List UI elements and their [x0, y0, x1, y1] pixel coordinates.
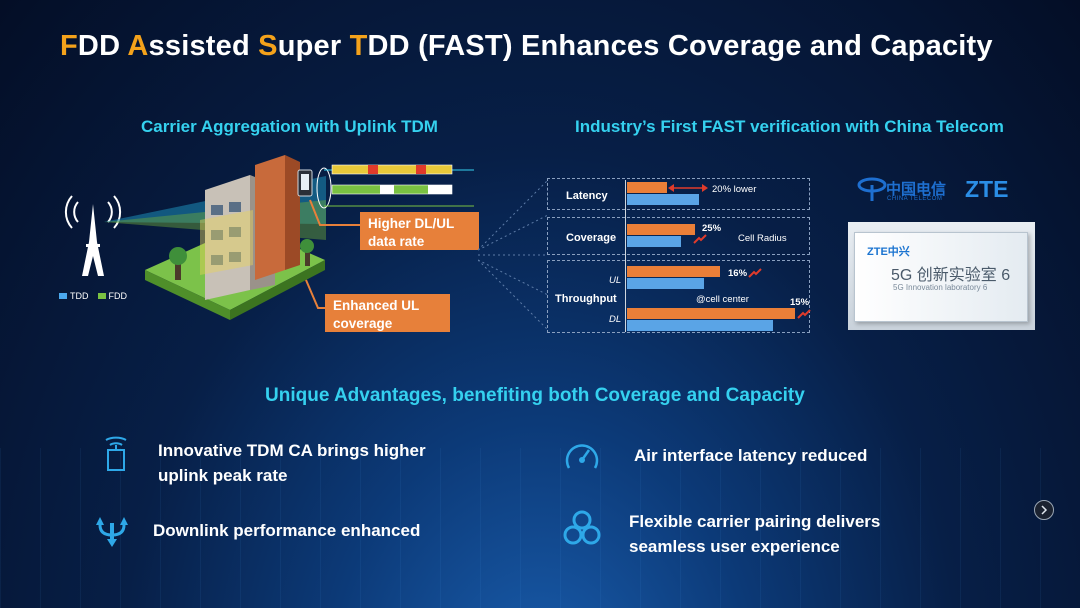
throughput-dl-label: DL [609, 314, 622, 325]
callout-leaders [305, 199, 360, 309]
cell-tower-icon [64, 195, 122, 276]
legend-tdd-label: TDD [70, 291, 89, 301]
advantage-item-4: Flexible carrier pairing delivers seamle… [629, 512, 881, 556]
latency-arrow [668, 184, 708, 192]
lab-sign: ZTE中兴 5G 创新实验室 6 5G Innovation laborator… [854, 232, 1028, 322]
coverage-up-arrow-icon [693, 234, 707, 244]
throughput-ul-label: UL [609, 275, 622, 286]
legend-fdd-swatch [97, 293, 106, 299]
callout-higher-data-rate: Higher DL/UL data rate [360, 212, 479, 250]
background-grid [0, 448, 1080, 608]
china-telecom-en: CHINA TELECOM [887, 196, 943, 202]
throughput-ul-fast-bar [627, 266, 720, 277]
frame-diagram [297, 164, 474, 209]
throughput-label: Throughput [555, 293, 617, 305]
legend-fdd-label: FDD [108, 291, 128, 301]
coverage-note: Cell Radius [738, 233, 787, 244]
lab-photo: ZTE中兴 5G 创新实验室 6 5G Innovation laborator… [848, 222, 1035, 330]
legend-tdd-swatch [59, 293, 67, 299]
speedometer-icon [565, 444, 599, 469]
throughput-note: @cell center [696, 294, 749, 305]
coverage-label: Coverage [566, 232, 617, 244]
zte-logo: ZTE [965, 176, 1009, 202]
latency-baseline-bar [627, 194, 699, 205]
advantage-item-2: Air interface latency reduced [634, 446, 868, 465]
left-section-heading: Carrier Aggregation with Uplink TDM [141, 117, 438, 136]
throughput-dl-pct: 15% [790, 297, 810, 308]
throughput-dl-up-arrow-icon [797, 309, 811, 319]
next-slide-button[interactable] [1034, 500, 1054, 520]
advantage-item-3: Downlink performance enhanced [153, 521, 421, 540]
throughput-panel [547, 260, 810, 333]
chart-axis [625, 180, 626, 332]
latency-label: Latency [566, 190, 608, 202]
china-telecom-logo-icon [857, 177, 887, 201]
antenna-icon [105, 436, 127, 471]
latency-fast-bar [627, 182, 667, 193]
connector-lines [478, 179, 549, 331]
advantages-heading: Unique Advantages, benefiting both Cover… [265, 385, 805, 406]
callout-enhanced-ul-coverage: Enhanced UL coverage [325, 294, 450, 332]
lab-sign-brand: ZTE中兴 [867, 246, 910, 258]
throughput-ul-up-arrow-icon [748, 268, 762, 278]
coverage-pct: 25% [702, 223, 722, 234]
downlink-arrows-icon [96, 517, 128, 547]
advantage-item-1: Innovative TDM CA brings higher uplink p… [158, 441, 426, 485]
right-section-heading: Industry’s First FAST verification with … [575, 117, 1004, 136]
legend: TDD FDD [59, 291, 127, 301]
lab-sign-line1: 5G 创新实验室 6 [891, 267, 1011, 284]
coverage-panel [547, 217, 810, 255]
building-illustration [145, 155, 325, 320]
lab-sign-line2: 5G Innovation laboratory 6 [893, 283, 988, 292]
throughput-ul-baseline-bar [627, 278, 704, 289]
chevron-right-icon [1041, 505, 1048, 515]
throughput-ul-pct: 16% [728, 268, 748, 279]
coverage-baseline-bar [627, 236, 681, 247]
throughput-dl-fast-bar [627, 308, 795, 319]
latency-note: 20% lower [712, 184, 757, 195]
throughput-dl-baseline-bar [627, 320, 773, 331]
carrier-pairing-icon [563, 510, 601, 545]
china-telecom-cn: 中国电信 [886, 181, 947, 198]
coverage-fast-bar [627, 224, 695, 235]
latency-panel [547, 178, 810, 210]
page-title: FDD Assisted Super TDD (FAST) Enhances C… [60, 30, 993, 62]
